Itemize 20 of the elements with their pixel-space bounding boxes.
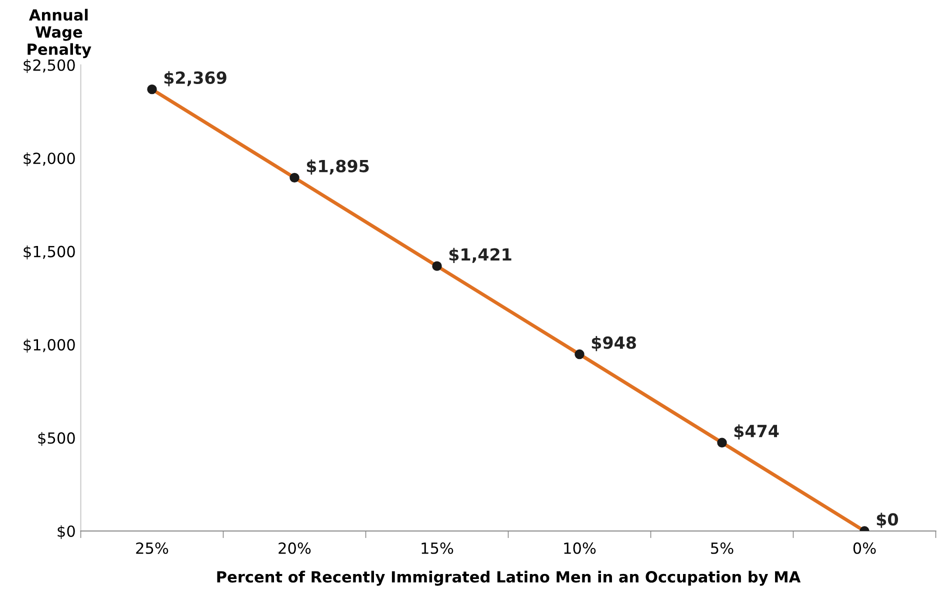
x-tick-label: 20% bbox=[278, 542, 311, 554]
data-label: $948 bbox=[592, 336, 636, 352]
x-tick-label: 5% bbox=[711, 542, 734, 554]
data-label: $2,369 bbox=[164, 71, 226, 86]
x-tick-label: 25% bbox=[136, 542, 168, 554]
y-tick-label: $500 bbox=[38, 432, 75, 446]
x-tick-label: 15% bbox=[422, 542, 454, 554]
y-tick-label: $2,000 bbox=[24, 152, 75, 166]
data-label: $0 bbox=[876, 512, 898, 528]
data-label: $1,421 bbox=[449, 248, 512, 263]
y-tick-label: $1,500 bbox=[24, 246, 75, 260]
y-tick-label: $0 bbox=[58, 525, 75, 540]
y-axis-title: Annual Wage Penalty bbox=[28, 8, 92, 58]
data-label: $474 bbox=[734, 424, 779, 440]
y-tick-label: $1,000 bbox=[24, 338, 75, 353]
data-label: $1,895 bbox=[306, 159, 369, 175]
x-tick-label: 0% bbox=[853, 542, 876, 554]
y-tick-label: $2,500 bbox=[24, 59, 75, 73]
x-axis-title: Percent of Recently Immigrated Latino Men in an Occupation by MA bbox=[217, 570, 801, 586]
x-tick-label: 10% bbox=[564, 542, 596, 554]
